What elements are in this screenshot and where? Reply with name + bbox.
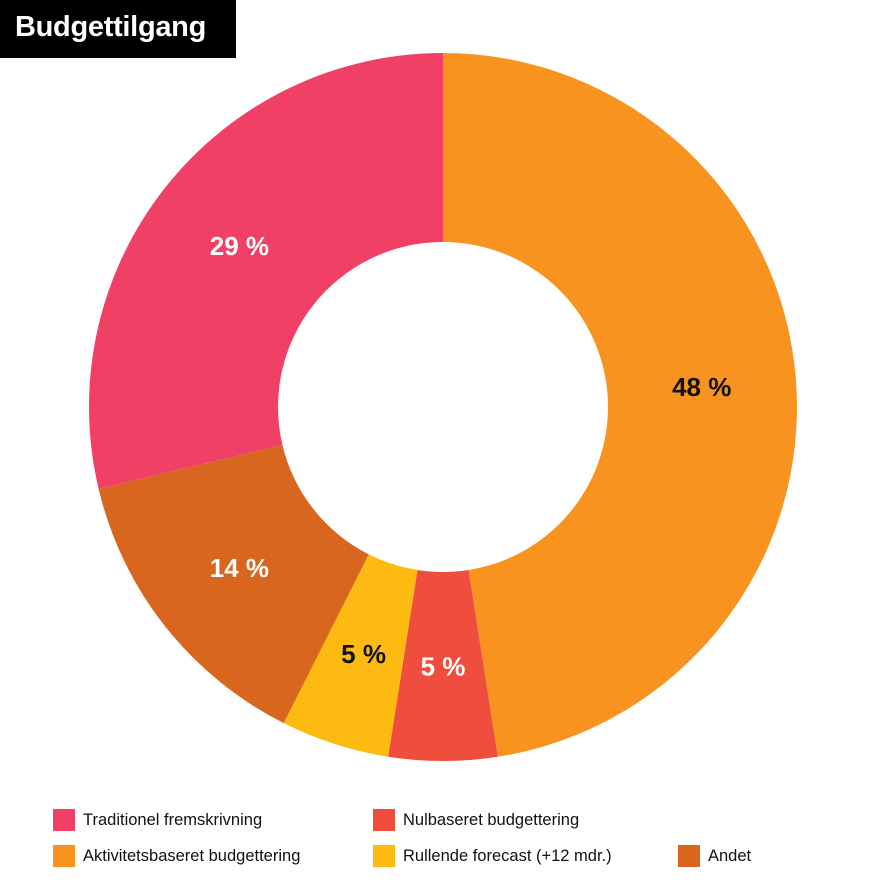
slice-value-label: 5 % [421,652,466,682]
legend-label: Aktivitetsbaseret budgettering [83,846,301,865]
legend-item-nulbaseret: Nulbaseret budgettering [373,809,579,831]
legend-swatch [373,809,395,831]
slice-traditionel-fremskrivning [89,53,443,489]
chart-title: Budgettilgang [15,11,207,43]
donut-slices [89,53,797,761]
legend-item-aktivitetsbaseret: Aktivitetsbaseret budgettering [53,845,300,867]
slice-andet [98,445,369,724]
slice-aktivitetsbaseret-budgettering [443,53,797,757]
legend-label: Traditionel fremskrivning [83,810,263,829]
legend-swatch [53,845,75,867]
legend-label: Andet [708,846,752,865]
slice-labels: 48 % 5 % 5 % 14 % 29 % [210,231,732,681]
slice-value-label: 14 % [210,553,269,583]
legend-label: Nulbaseret budgettering [403,810,580,829]
slice-value-label: 48 % [672,372,731,402]
slice-value-label: 5 % [341,639,386,669]
legend-swatch [53,809,75,831]
legend-swatch [373,845,395,867]
legend-label: Rullende forecast (+12 mdr.) [403,846,612,865]
legend-item-traditionel: Traditionel fremskrivning [53,809,262,831]
legend-item-andet: Andet [678,845,751,867]
legend-swatch [678,845,700,867]
slice-value-label: 29 % [210,231,269,261]
title-banner: Budgettilgang [0,0,236,58]
legend-item-rullende-forecast: Rullende forecast (+12 mdr.) [373,845,612,867]
slice-rullende-forecast-12-mdr [283,554,418,757]
slice-nulbaseret-budgettering [388,570,498,761]
